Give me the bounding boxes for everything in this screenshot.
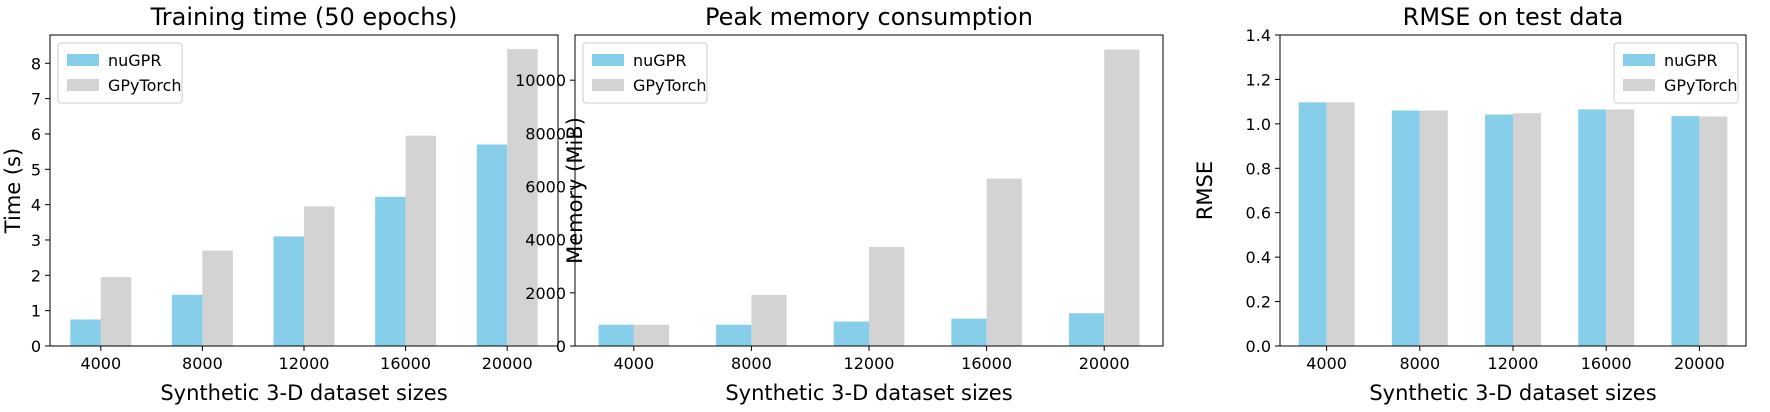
legend-label-gpytorch: GPyTorch: [633, 76, 707, 95]
x-tick-label: 12000: [279, 354, 330, 373]
bar-nugpr-8000: [1391, 110, 1420, 347]
y-tick-label: 4: [31, 196, 41, 215]
y-tick-label: 5: [31, 160, 41, 179]
legend-swatch-nugpr: [592, 54, 624, 66]
y-tick-label: 0: [31, 337, 41, 356]
y-tick-label: 3: [31, 231, 41, 250]
bar-gpytorch-20000: [1699, 116, 1728, 346]
bar-gpytorch-16000: [1606, 109, 1635, 347]
legend: nuGPR GPyTorch: [1613, 42, 1739, 104]
bar-nugpr-4000: [598, 324, 634, 346]
x-tick-label: 12000: [1488, 354, 1539, 373]
bar-nugpr-8000: [716, 324, 752, 346]
legend-swatch-gpytorch: [67, 79, 99, 91]
legend-swatch-gpytorch: [1623, 79, 1655, 91]
y-tick-label: 8000: [525, 124, 566, 143]
y-tick-label: 0.8: [1246, 159, 1271, 178]
plot-frame: [574, 34, 1164, 347]
x-tick-label: 8000: [1399, 354, 1440, 373]
chart-panel-3: RMSE on test data 4000 8000 12000 16000 20000…: [1193, 3, 1747, 405]
x-tick-label: 20000: [1079, 354, 1130, 373]
bar-nugpr-12000: [833, 321, 869, 346]
chart-panel-2: Peak memory consumption 4000 8000 12000 1600…: [515, 3, 1164, 405]
bar-gpytorch-8000: [1419, 110, 1448, 347]
x-tick-label: 16000: [380, 354, 431, 373]
y-tick-label: 8: [31, 54, 41, 73]
plot-frame: [1279, 34, 1747, 347]
y-tick-label: 1.0: [1246, 115, 1271, 134]
chart-title: Peak memory consumption: [705, 3, 1033, 31]
y-axis-label: RMSE: [1193, 161, 1217, 220]
bar-nugpr-20000: [1068, 313, 1105, 346]
y-tick-label: 6: [31, 125, 41, 144]
legend-label-gpytorch: GPyTorch: [1664, 76, 1738, 95]
x-tick-label: 4000: [1306, 354, 1347, 373]
legend-swatch-gpytorch: [592, 79, 624, 91]
bar-gpytorch-4000: [1326, 102, 1355, 346]
legend-label-nugpr: nuGPR: [108, 51, 161, 70]
y-axis-label: Memory (MiB): [563, 117, 587, 264]
legend: nuGPR GPyTorch: [57, 42, 183, 104]
bar-nugpr-12000: [1485, 114, 1513, 346]
bar-nugpr-20000: [476, 144, 508, 346]
bar-nugpr-16000: [951, 318, 987, 346]
bar-nugpr-16000: [1578, 109, 1607, 347]
bar-gpytorch-12000: [304, 206, 335, 346]
y-tick-label: 2000: [525, 284, 566, 303]
x-tick-label: 20000: [482, 354, 533, 373]
y-tick-label: 7: [31, 90, 41, 109]
bar-nugpr-16000: [375, 196, 406, 346]
bar-gpytorch-16000: [986, 178, 1022, 346]
y-tick-label: 2: [31, 266, 41, 285]
bar-nugpr-8000: [171, 294, 203, 346]
plot-frame: [49, 34, 559, 347]
legend-label-nugpr: nuGPR: [1664, 51, 1717, 70]
legend-label-nugpr: nuGPR: [633, 51, 686, 70]
x-axis-label: Synthetic 3-D dataset sizes: [160, 381, 447, 405]
x-tick-label: 4000: [613, 354, 654, 373]
y-tick-label: 0.4: [1246, 248, 1271, 267]
bar-nugpr-4000: [70, 319, 101, 346]
bar-gpytorch-16000: [405, 135, 437, 346]
bar-gpytorch-4000: [100, 277, 132, 346]
bar-gpytorch-20000: [507, 49, 538, 347]
bar-nugpr-4000: [1298, 102, 1327, 346]
x-tick-label: 12000: [844, 354, 895, 373]
x-tick-label: 8000: [731, 354, 772, 373]
y-tick-label: 0: [556, 337, 566, 356]
y-tick-label: 0.6: [1246, 204, 1271, 223]
y-tick-label: 0.2: [1246, 293, 1271, 312]
x-tick-label: 20000: [1674, 354, 1725, 373]
x-tick-label: 8000: [182, 354, 223, 373]
bar-nugpr-12000: [273, 236, 304, 346]
legend-swatch-nugpr: [67, 54, 99, 66]
y-tick-label: 1.2: [1246, 70, 1271, 89]
bar-gpytorch-12000: [869, 246, 905, 346]
x-tick-label: 4000: [80, 354, 121, 373]
bar-gpytorch-8000: [202, 250, 233, 346]
bar-gpytorch-20000: [1104, 49, 1140, 346]
bar-nugpr-20000: [1671, 116, 1700, 346]
bar-gpytorch-12000: [1513, 113, 1541, 347]
x-tick-label: 16000: [1581, 354, 1632, 373]
bar-gpytorch-8000: [751, 294, 787, 346]
x-axis-label: Synthetic 3-D dataset sizes: [1369, 381, 1656, 405]
legend-label-gpytorch: GPyTorch: [108, 76, 182, 95]
y-tick-label: 6000: [525, 178, 566, 197]
y-tick-label: 0.0: [1246, 337, 1271, 356]
legend-swatch-nugpr: [1623, 54, 1655, 66]
chart-title: RMSE on test data: [1403, 3, 1624, 31]
y-tick-label: 1.4: [1246, 26, 1271, 45]
bar-gpytorch-4000: [633, 324, 670, 346]
x-axis-label: Synthetic 3-D dataset sizes: [725, 381, 1012, 405]
chart-panel-1: Training time (50 epochs)4000 8000 12000 16…: [1, 3, 559, 405]
legend: nuGPR GPyTorch: [582, 42, 708, 104]
chart-title: Training time (50 epochs): [150, 3, 458, 31]
y-axis-label: Time (s): [1, 148, 25, 234]
x-tick-label: 16000: [961, 354, 1012, 373]
y-tick-label: 4000: [525, 231, 566, 250]
y-tick-label: 10000: [515, 71, 566, 90]
y-tick-label: 1: [31, 302, 41, 321]
